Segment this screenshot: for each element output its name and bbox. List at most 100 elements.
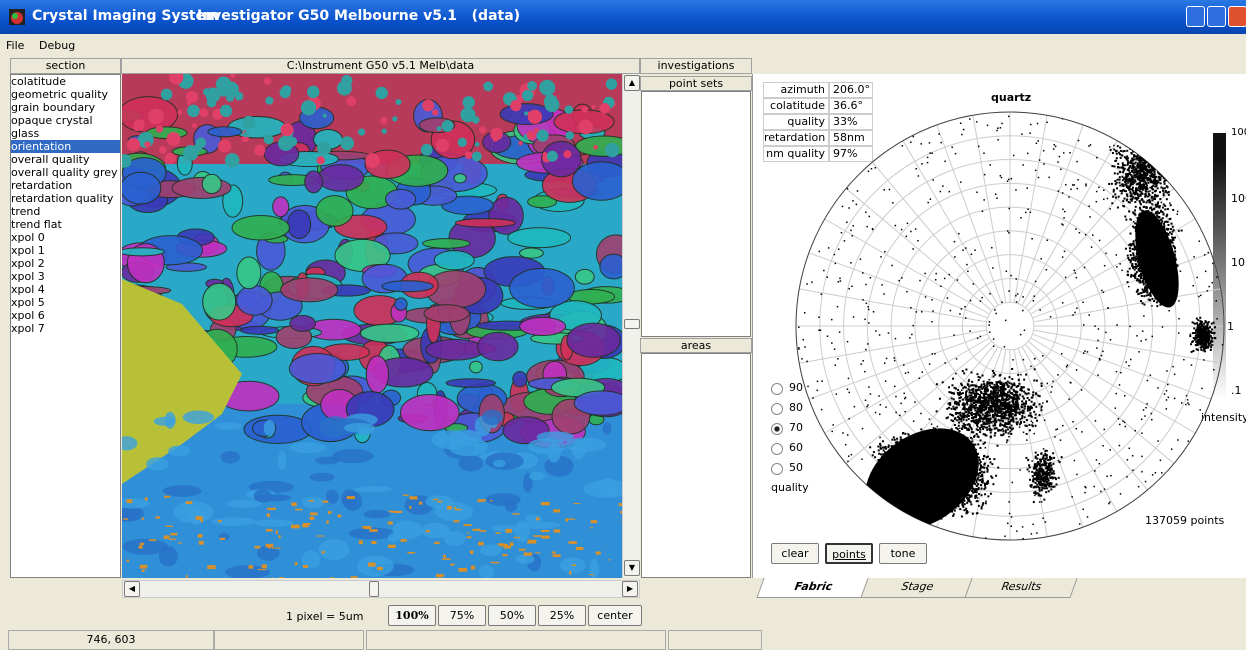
maximize-button[interactable] [1207, 6, 1226, 27]
section-item[interactable]: xpol 1 [11, 244, 45, 257]
quality-option[interactable]: 50 [789, 461, 803, 474]
pole-dot [990, 392, 993, 395]
image-grain [201, 173, 222, 195]
image-speck [599, 103, 611, 114]
quality-radio[interactable] [771, 443, 783, 455]
quality-option[interactable]: 80 [789, 401, 803, 414]
section-item[interactable]: geometric quality [11, 88, 109, 101]
scroll-thumb[interactable] [369, 581, 379, 597]
section-item[interactable]: retardation quality [11, 192, 114, 205]
image-speck [224, 153, 240, 168]
pole-dot [988, 458, 991, 461]
image-speck [611, 143, 618, 150]
scroll-right[interactable]: ▶ [622, 581, 638, 597]
areas-list[interactable] [641, 353, 751, 578]
pole-dot [978, 456, 981, 459]
section-item[interactable]: xpol 2 [11, 257, 45, 270]
title-bar: Crystal Imaging System Investigator G50 … [0, 0, 1246, 34]
pole-dot [962, 418, 965, 421]
quality-option[interactable]: 90 [789, 381, 803, 394]
pole-dot [989, 381, 992, 384]
scroll-thumb[interactable] [624, 319, 640, 329]
pole-dot [1023, 378, 1026, 381]
image-grain [289, 314, 317, 332]
point-sets-list[interactable] [641, 91, 751, 337]
section-item[interactable]: orientation [11, 140, 120, 153]
image-speck [425, 530, 430, 533]
section-item[interactable]: xpol 0 [11, 231, 45, 244]
image-speck [436, 573, 444, 578]
image-speck [322, 500, 329, 503]
image-speck [502, 553, 508, 557]
quality-radio[interactable] [771, 403, 783, 415]
section-item[interactable]: xpol 6 [11, 309, 45, 322]
section-item[interactable]: xpol 4 [11, 283, 45, 296]
pole-dot [980, 385, 983, 388]
section-item[interactable]: trend flat [11, 218, 62, 231]
image-speck [466, 532, 469, 534]
image-grain [360, 323, 420, 343]
quality-radio[interactable] [771, 423, 783, 435]
pole-dot [991, 476, 994, 479]
image-speck [518, 141, 523, 146]
section-item[interactable]: xpol 7 [11, 322, 45, 335]
quality-radio[interactable] [771, 463, 783, 475]
image-speck [608, 559, 611, 561]
pole-dot [970, 431, 973, 434]
section-item[interactable]: trend [11, 205, 41, 218]
image-speck [290, 524, 300, 529]
scroll-left[interactable]: ◀ [124, 581, 140, 597]
image-speck [166, 132, 181, 147]
image-speck [541, 535, 550, 539]
pole-dot [968, 391, 971, 394]
pole-dot [956, 419, 959, 422]
fabric-button[interactable]: clear [771, 543, 819, 564]
image-speck [581, 106, 588, 113]
quality-option[interactable]: 70 [789, 421, 803, 434]
quality-radio[interactable] [771, 383, 783, 395]
pole-dot [981, 420, 984, 423]
pole-dot [967, 498, 970, 501]
pole-dot [970, 394, 973, 397]
close-button[interactable] [1228, 6, 1246, 27]
pole-dot [871, 454, 874, 457]
scroll-down[interactable]: ▼ [624, 560, 640, 576]
menu-item[interactable]: File [6, 39, 25, 52]
section-item[interactable]: grain boundary [11, 101, 96, 114]
image-speck [164, 495, 171, 498]
menu-item[interactable]: Debug [39, 39, 76, 52]
image-speck [185, 501, 193, 505]
pole-dot [1035, 419, 1038, 422]
vertical-scrollbar[interactable]: ▲ ▼ [622, 74, 640, 578]
scroll-up[interactable]: ▲ [624, 75, 640, 91]
pole-dot [970, 413, 973, 416]
image-grain [540, 140, 582, 178]
minimize-button[interactable] [1186, 6, 1205, 27]
quality-option[interactable]: 60 [789, 441, 803, 454]
image-grain [420, 522, 450, 539]
fabric-button[interactable]: points [825, 543, 873, 564]
image-speck [242, 115, 256, 129]
section-item[interactable]: xpol 5 [11, 296, 45, 309]
pole-dot [957, 505, 960, 508]
image-speck [441, 119, 454, 132]
section-item[interactable]: colatitude [11, 75, 66, 88]
pole-dot [980, 487, 983, 490]
section-item[interactable]: opaque crystal glass [11, 114, 93, 140]
horizontal-scrollbar[interactable]: ◀ ▶ [122, 580, 640, 598]
image-speck [546, 150, 558, 162]
image-grain [519, 316, 567, 337]
section-item[interactable]: retardation [11, 179, 73, 192]
pole-dot [957, 403, 960, 406]
section-item[interactable]: overall quality grey [11, 166, 118, 179]
pole-dot [986, 468, 989, 471]
image-speck [490, 561, 500, 564]
section-item[interactable]: overall quality [11, 153, 90, 166]
image-speck [219, 104, 233, 118]
fabric-button[interactable]: tone [879, 543, 927, 564]
image-speck [367, 562, 376, 567]
pole-dot [953, 509, 956, 512]
section-item[interactable]: xpol 3 [11, 270, 45, 283]
image-speck [155, 516, 161, 519]
image-speck [503, 545, 511, 549]
